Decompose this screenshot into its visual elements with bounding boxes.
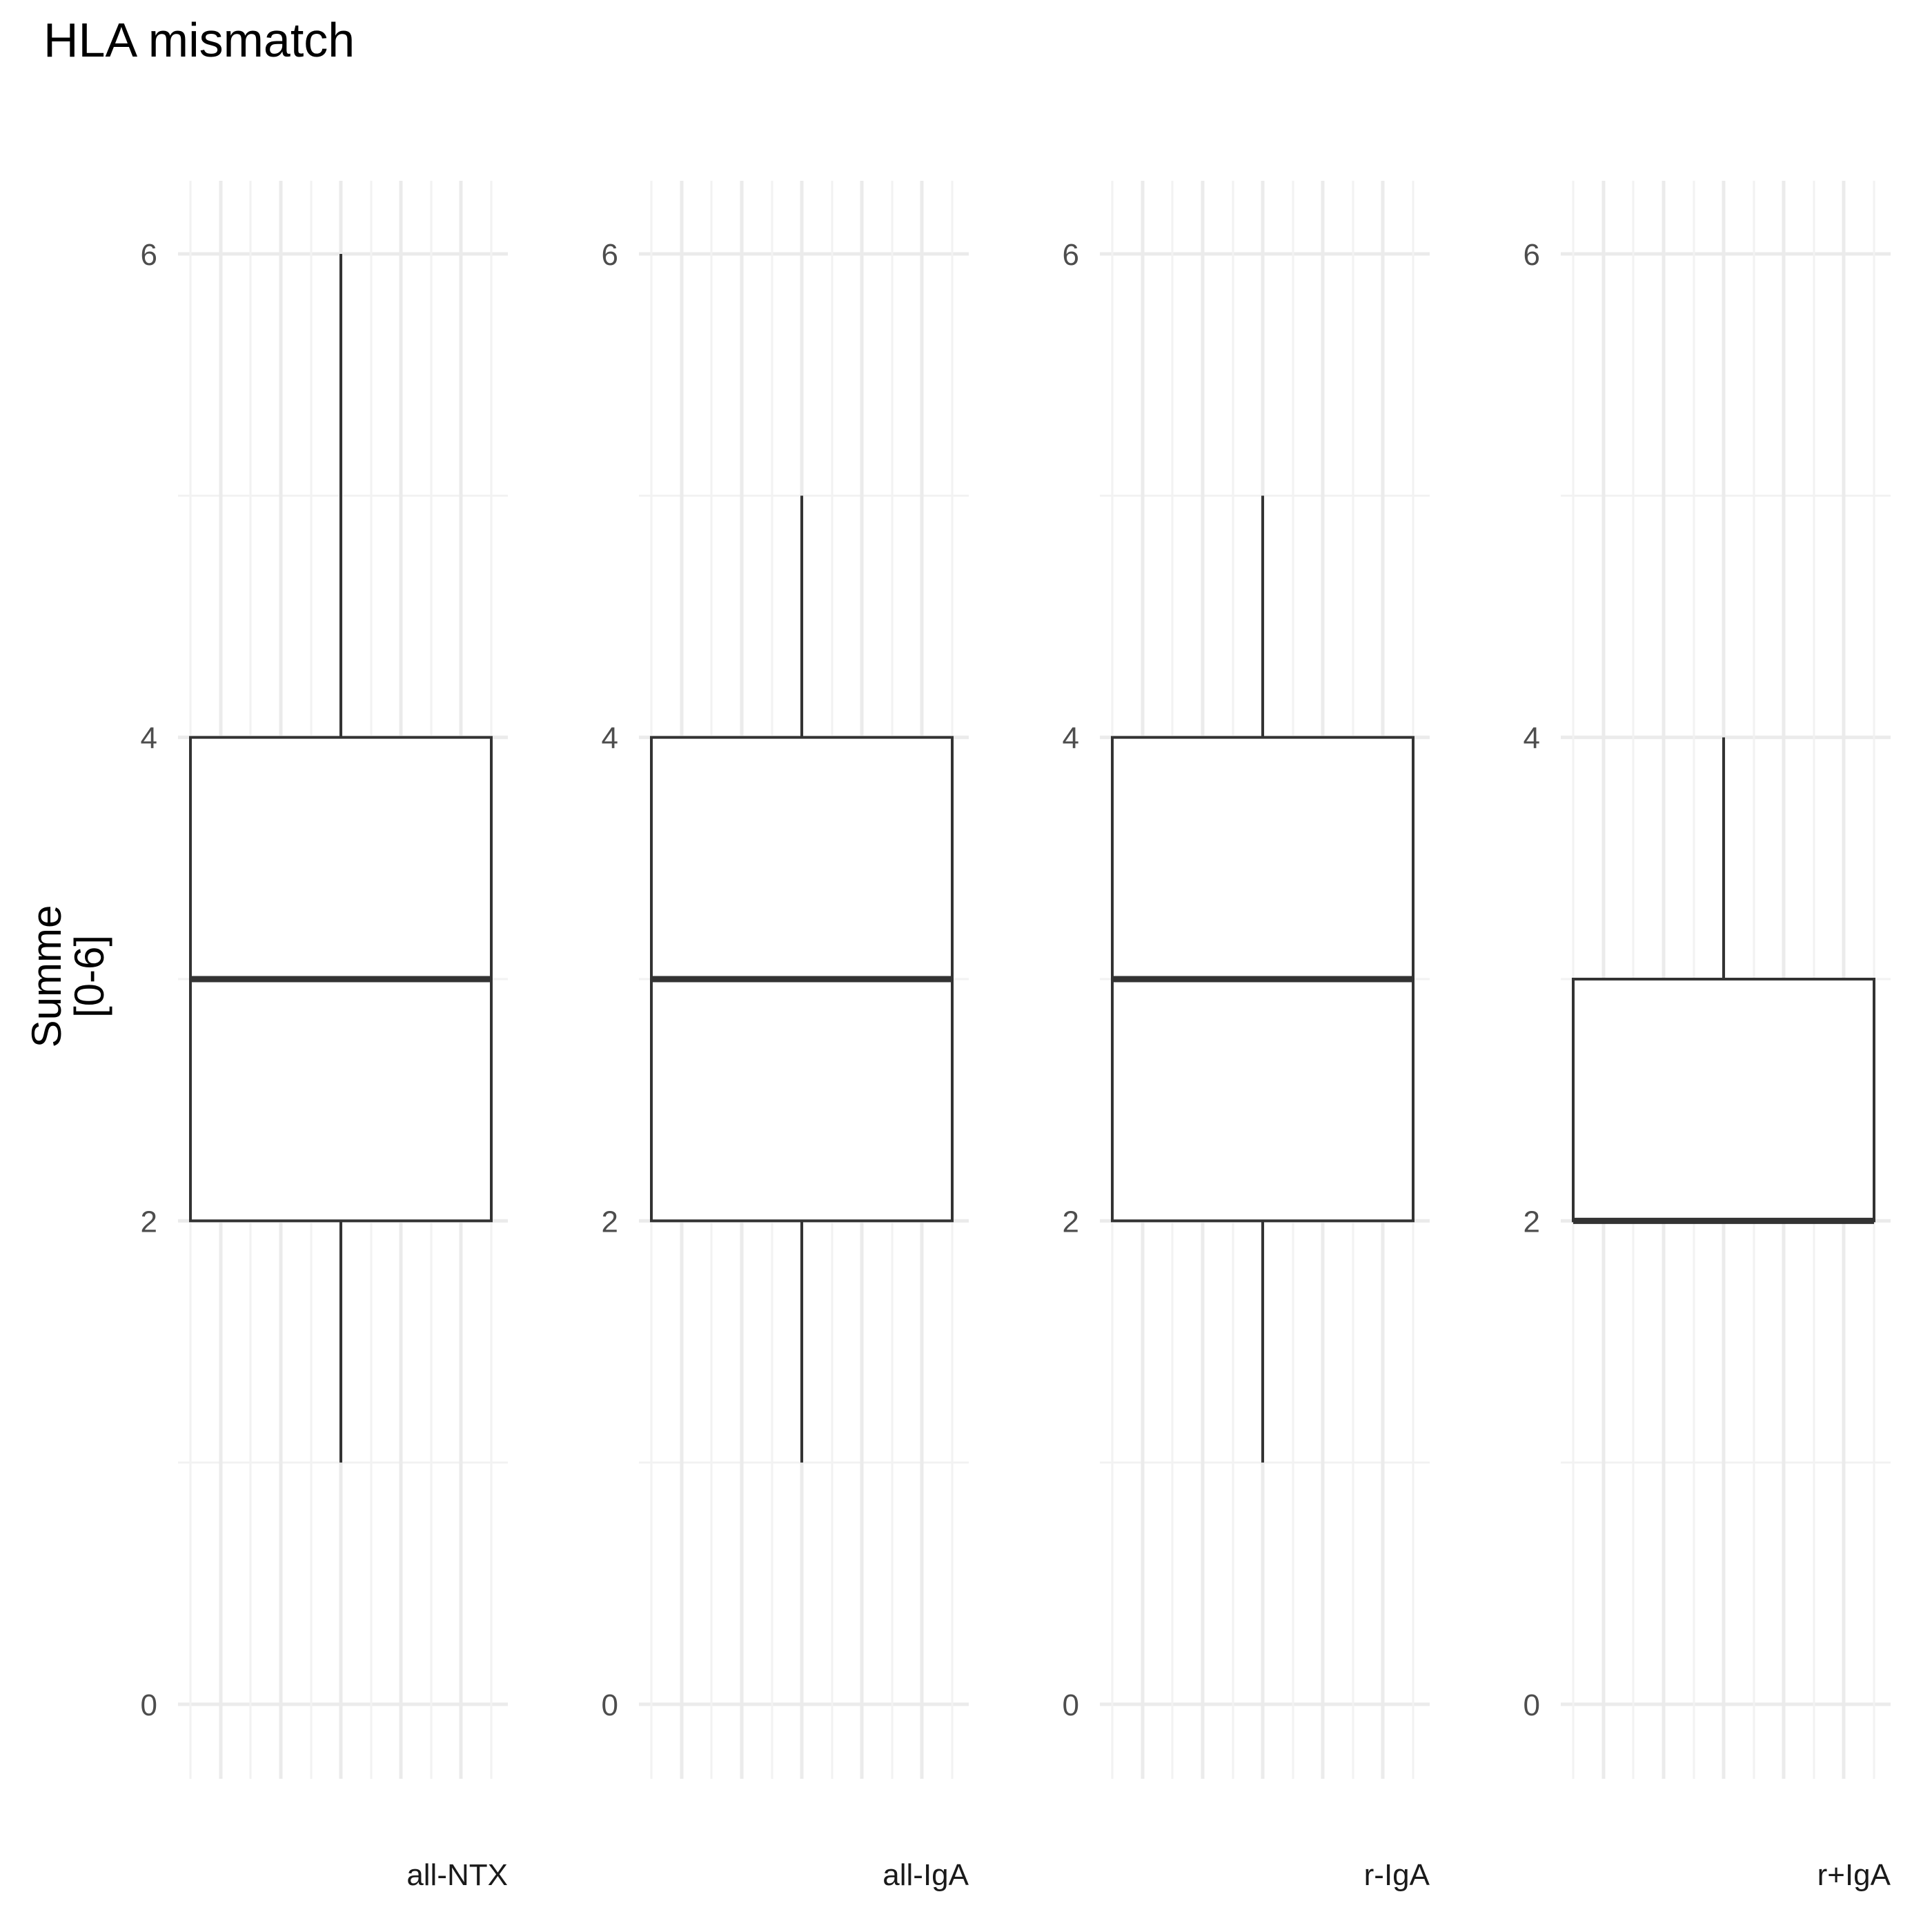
- y-tick-label: 6: [1063, 238, 1079, 272]
- y-axis-label: Summe [0-6]: [23, 905, 112, 1048]
- y-tick-label: 6: [1524, 238, 1540, 272]
- x-category-label: r-IgA: [1364, 1858, 1430, 1892]
- y-tick-label: 4: [1063, 722, 1079, 756]
- panel-r+IgA: 0 2 4 6 r+IgA: [1524, 181, 1891, 1892]
- y-tick-label: 6: [602, 238, 618, 272]
- y-tick-label: 0: [1524, 1688, 1540, 1722]
- y-tick-label: 2: [141, 1205, 157, 1239]
- y-tick-label: 2: [1524, 1205, 1540, 1239]
- y-tick-label: 0: [1063, 1688, 1079, 1722]
- x-category-label: r+IgA: [1817, 1858, 1891, 1892]
- chart-title: HLA mismatch: [43, 13, 355, 67]
- y-tick-label: 0: [141, 1688, 157, 1722]
- x-category-label: all-IgA: [883, 1858, 969, 1892]
- y-axis-label-line-2: [0-6]: [66, 935, 112, 1018]
- y-tick-label: 4: [1524, 722, 1540, 756]
- panels: 0 2 4 6 all-NTX 0 2 4 6 all-IgA 0 2 4 6 r-IgA 0 2 4 6 r+IgA: [141, 181, 1891, 1892]
- panel-all-NTX: 0 2 4 6 all-NTX: [141, 181, 508, 1892]
- x-category-label: all-NTX: [406, 1858, 508, 1892]
- y-tick-label: 4: [602, 722, 618, 756]
- y-tick-label: 2: [602, 1205, 618, 1239]
- panel-all-IgA: 0 2 4 6 all-IgA: [602, 181, 969, 1892]
- box: [1572, 978, 1875, 1223]
- y-tick-label: 2: [1063, 1205, 1079, 1239]
- y-tick-label: 6: [141, 238, 157, 272]
- y-tick-label: 0: [602, 1688, 618, 1722]
- y-axis-label-line-1: Summe: [23, 905, 70, 1048]
- panel-r-IgA: 0 2 4 6 r-IgA: [1063, 181, 1430, 1892]
- y-tick-label: 4: [141, 722, 157, 756]
